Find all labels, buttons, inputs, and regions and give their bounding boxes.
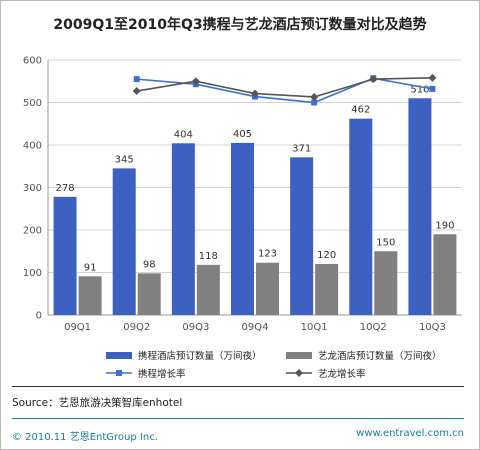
data-label-ctrip: 405	[233, 129, 252, 140]
separator-footer	[12, 418, 464, 419]
point-ctrip-growth	[429, 85, 436, 92]
legend-item-ctrip-growth: 携程增长率	[106, 366, 186, 380]
y-tick-label: 400	[23, 141, 42, 152]
bar-elong	[374, 251, 398, 315]
legend-swatch-elong-line	[286, 369, 312, 377]
legend-swatch-ctrip-bar	[106, 351, 132, 359]
data-label-elong: 150	[376, 237, 395, 248]
bar-ctrip	[112, 168, 136, 315]
x-tick-label: 10Q3	[419, 322, 446, 333]
y-tick-label: 100	[23, 268, 42, 279]
bar-elong	[137, 273, 161, 315]
point-elong-growth	[369, 75, 378, 84]
y-tick-label: 500	[23, 98, 42, 109]
bar-ctrip	[231, 142, 254, 315]
legend-item-ctrip-bookings: 携程酒店预订数量（万间夜）	[106, 348, 262, 362]
separator-top	[12, 386, 464, 387]
y-tick-label: 300	[23, 183, 42, 194]
bar-elong	[433, 234, 457, 315]
bar-ctrip	[408, 98, 432, 315]
data-label-ctrip: 371	[292, 143, 311, 154]
data-label-ctrip: 345	[115, 154, 134, 165]
legend-item-elong-growth: 艺龙增长率	[286, 366, 366, 380]
chart-title: 2009Q1至2010年Q3携程与艺龙酒店预订数量对比及趋势	[53, 17, 427, 33]
point-elong-growth	[310, 92, 319, 101]
point-elong-growth	[132, 87, 141, 96]
point-ctrip-growth	[133, 76, 140, 83]
legend-label-elong-bookings: 艺龙酒店预订数量（万间夜）	[318, 351, 442, 362]
y-tick-label: 200	[23, 226, 42, 237]
legend-item-elong-bookings: 艺龙酒店预订数量（万间夜）	[286, 348, 442, 362]
x-tick-label: 10Q2	[360, 322, 387, 333]
y-tick-label: 600	[23, 56, 42, 67]
bar-elong	[78, 276, 102, 315]
line-elong-growth	[136, 77, 433, 98]
data-label-elong: 190	[435, 220, 454, 231]
x-tick-label: 09Q4	[242, 322, 269, 333]
legend-swatch-ctrip-line	[106, 370, 132, 376]
bar-ctrip	[171, 143, 195, 315]
bar-ctrip	[53, 196, 77, 315]
footer-url[interactable]: www.entravel.com.cn	[356, 428, 464, 439]
legend-label-ctrip-growth: 携程增长率	[138, 369, 186, 380]
data-label-ctrip: 404	[174, 129, 193, 140]
data-label-ctrip: 462	[351, 105, 370, 116]
x-tick-label: 09Q1	[64, 322, 91, 333]
legend-label-elong-growth: 艺龙增长率	[318, 369, 366, 380]
legend-label-ctrip-bookings: 携程酒店预订数量（万间夜）	[138, 351, 262, 362]
x-tick-label: 10Q1	[301, 322, 328, 333]
data-label-elong: 91	[84, 262, 97, 273]
point-ctrip-growth	[311, 99, 318, 106]
line-ctrip-growth	[136, 77, 433, 104]
legend-swatch-elong-bar	[286, 351, 312, 359]
bar-elong	[315, 264, 339, 315]
point-elong-growth	[428, 73, 437, 82]
data-label-elong: 118	[199, 251, 218, 262]
x-tick-label: 09Q3	[182, 322, 209, 333]
source-note: Source：艺恩旅游决策智库enhotel	[12, 397, 183, 409]
data-label-ctrip: 510	[410, 84, 429, 95]
bar-ctrip	[290, 157, 314, 315]
y-tick-label: 0	[36, 311, 42, 322]
point-elong-growth	[191, 77, 200, 86]
bar-elong	[196, 264, 220, 315]
data-label-elong: 123	[258, 249, 277, 260]
data-label-ctrip: 278	[56, 183, 75, 194]
bar-elong	[256, 262, 279, 315]
data-label-elong: 98	[143, 259, 156, 270]
point-elong-growth	[251, 89, 259, 98]
data-label-elong: 120	[317, 250, 336, 261]
footer-copyright: © 2010.11 艺恩EntGroup Inc.	[12, 432, 158, 443]
bar-ctrip	[349, 118, 373, 316]
x-tick-label: 09Q2	[123, 322, 150, 333]
